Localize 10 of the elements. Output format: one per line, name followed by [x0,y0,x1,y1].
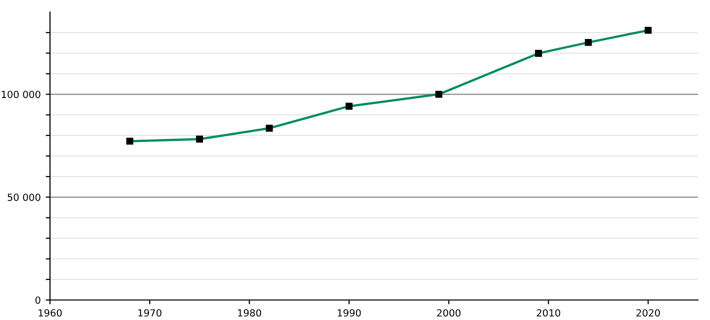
x-tick-label: 1990 [338,309,361,317]
x-tick-label: 1960 [38,309,62,317]
x-tick-label: 1980 [238,309,262,317]
y-tick-label: 100 000 [2,90,40,98]
y-tick-label: 0 [35,296,40,304]
y-tick-label: 50 000 [8,194,40,201]
x-tick-label: 2000 [437,309,460,317]
x-tick-label: 1970 [138,309,162,317]
x-tick-label: 2020 [636,309,660,317]
x-tick-label: 2010 [536,309,560,317]
